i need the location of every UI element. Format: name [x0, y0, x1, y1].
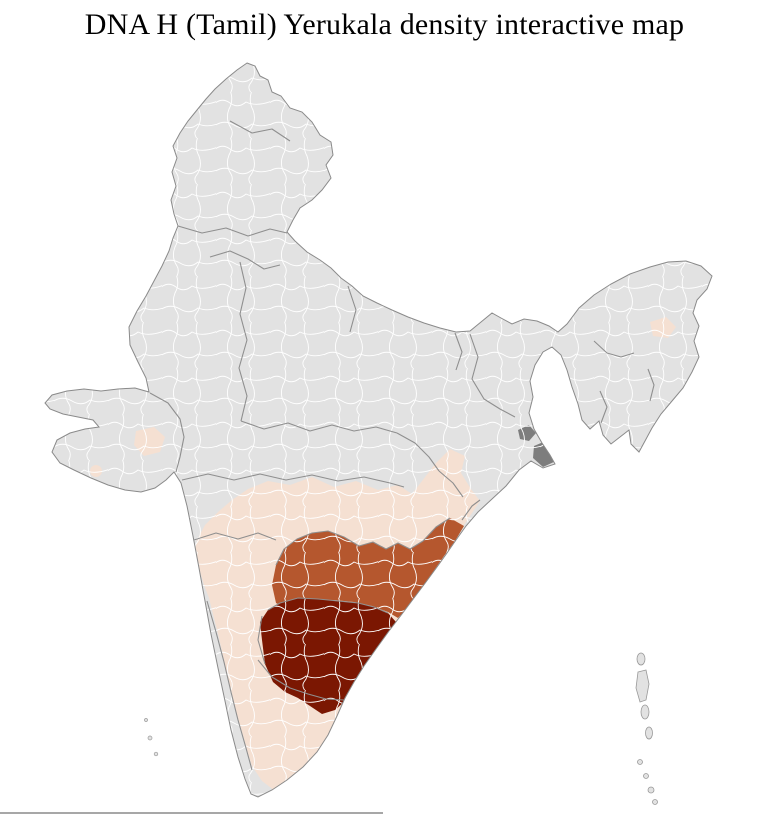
state-border-line: [599, 390, 608, 424]
district-borders-mesh: [45, 63, 712, 797]
state-border-line: [454, 332, 463, 371]
state-border-line: [647, 368, 655, 402]
island[interactable]: [636, 652, 646, 666]
state-borders: [149, 120, 655, 771]
island[interactable]: [637, 759, 643, 765]
state-border-line: [206, 600, 253, 771]
state-border-line: [193, 532, 277, 541]
state-border-line: [396, 432, 440, 472]
state-border-line: [181, 473, 405, 488]
map-title: DNA H (Tamil) Yerukala density interacti…: [84, 8, 685, 41]
island[interactable]: [652, 799, 658, 805]
state-border-line: [469, 333, 516, 418]
state-border-line: [257, 615, 266, 665]
state-border-line: [209, 250, 281, 270]
state-border-line: [257, 659, 345, 701]
state-border-line: [240, 420, 398, 434]
state-border-line: [238, 339, 248, 422]
state-border-line: [149, 392, 185, 473]
andaman-nicobar-islands[interactable]: [635, 652, 658, 805]
island[interactable]: [645, 726, 653, 740]
island[interactable]: [647, 786, 655, 794]
state-border-line: [461, 499, 481, 521]
island[interactable]: [635, 669, 650, 703]
state-border-line: [267, 597, 389, 614]
island[interactable]: [640, 704, 650, 720]
state-border-line: [275, 517, 451, 566]
state-border-line: [229, 120, 291, 142]
island[interactable]: [643, 773, 649, 779]
state-border-line: [438, 470, 464, 498]
island[interactable]: [144, 718, 148, 722]
state-border-line: [593, 340, 635, 358]
island[interactable]: [153, 751, 159, 757]
island[interactable]: [147, 735, 153, 741]
state-border-line: [347, 285, 357, 333]
state-border-line: [177, 225, 288, 237]
lakshadweep-islands[interactable]: [144, 718, 159, 757]
india-coastline: [44, 62, 713, 798]
state-border-line: [239, 261, 248, 341]
